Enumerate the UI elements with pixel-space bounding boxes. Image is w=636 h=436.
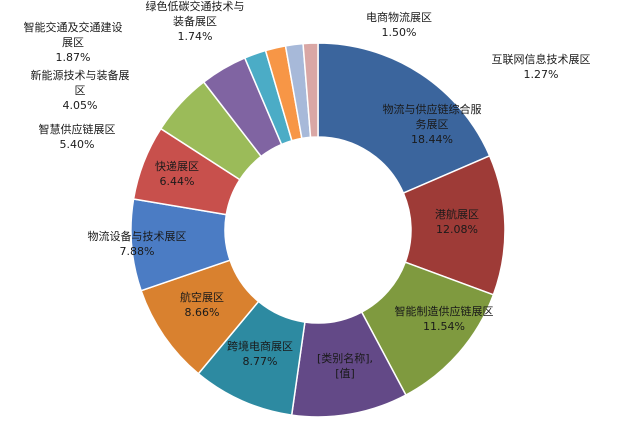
slice-label-6: 物流设备与技术展区 7.88% (88, 229, 187, 258)
slice-label-8: 智慧供应链展区 5.40% (39, 122, 116, 151)
slice-category-label: 智慧供应链展区 (39, 122, 116, 136)
slice-label-13: 互联网信息技术展区 1.27% (492, 52, 591, 81)
slice-value-label: 1.74% (178, 30, 213, 43)
slice-category-label: 区 (75, 84, 86, 97)
slice-label-10: 智能交通及交通建设展区 1.87% (24, 20, 123, 64)
slice-value-label: 8.66% (185, 306, 220, 319)
slice-label-0: 物流与供应链综合服务展区 18.44% (383, 102, 482, 146)
slice-value-label: 7.88% (120, 245, 155, 258)
slice-category-label: 快递展区 (155, 159, 199, 173)
slice-value-label: 1.27% (524, 68, 559, 81)
slice-value-label: 6.44% (160, 175, 195, 188)
slice-value-label: 5.40% (60, 138, 95, 151)
slice-label-3: [类别名称], [值] (317, 351, 373, 380)
slice-value-label: 1.50% (382, 26, 417, 39)
slice-value-label: 4.05% (63, 99, 98, 112)
slice-label-7: 快递展区 6.44% (155, 159, 199, 188)
slice-0[interactable] (317, 42, 491, 195)
slices-group (130, 42, 506, 418)
slice-label-4: 跨境电商展区 8.77% (227, 339, 293, 368)
slice-category-label: [类别名称], (317, 351, 373, 365)
slice-category-label: 跨境电商展区 (227, 339, 293, 353)
slice-value-label: [值] (335, 367, 355, 380)
slice-13[interactable] (302, 42, 319, 139)
slice-value-label: 1.87% (56, 51, 91, 64)
slice-category-label: 绿色低碳交通技术与 (146, 0, 245, 13)
slice-category-label: 港航展区 (435, 207, 479, 221)
slice-category-label: 电商物流展区 (366, 10, 432, 24)
slice-category-label: 互联网信息技术展区 (492, 52, 591, 66)
labels-group: 物流与供应链综合服务展区 18.44% 港航展区 12.08% 智能制造供应链展区 11.… (24, 0, 591, 380)
slice-label-5: 航空展区 8.66% (180, 290, 224, 319)
slice-category-label: 智能制造供应链展区 (395, 304, 494, 318)
slice-category-label: 物流设备与技术展区 (88, 229, 187, 243)
slice-label-11: 绿色低碳交通技术与装备展区 1.74% (146, 0, 245, 43)
slice-category-label: 新能源技术与装备展 (31, 68, 130, 82)
slice-value-label: 12.08% (436, 223, 478, 236)
slice-label-12: 电商物流展区 1.50% (366, 10, 432, 39)
slice-category-label: 航空展区 (180, 290, 224, 304)
slice-category-label: 装备展区 (173, 14, 217, 28)
slice-category-label: 智能交通及交通建设 (24, 20, 123, 34)
slice-value-label: 11.54% (423, 320, 465, 333)
slice-value-label: 18.44% (411, 133, 453, 146)
slice-category-label: 展区 (62, 36, 84, 49)
slice-label-9: 新能源技术与装备展区 4.05% (31, 68, 130, 112)
slice-label-2: 智能制造供应链展区 11.54% (395, 304, 494, 333)
slice-category-label: 物流与供应链综合服 (383, 102, 482, 116)
slice-category-label: 务展区 (416, 118, 449, 131)
slice-label-1: 港航展区 12.08% (435, 207, 479, 236)
slice-value-label: 8.77% (243, 355, 278, 368)
